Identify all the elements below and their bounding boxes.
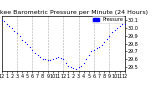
Point — [28, 46, 31, 47]
Point — [36, 55, 39, 56]
Point — [95, 48, 98, 49]
Point — [67, 65, 70, 66]
Point — [124, 23, 126, 24]
Point — [49, 60, 52, 61]
Point — [11, 28, 13, 29]
Point — [54, 57, 57, 59]
Point — [100, 44, 103, 46]
Point — [82, 63, 85, 64]
Point — [106, 38, 108, 39]
Title: Milwaukee Barometric Pressure per Minute (24 Hours): Milwaukee Barometric Pressure per Minute… — [0, 10, 148, 15]
Point — [118, 25, 121, 27]
Point — [26, 44, 28, 45]
Point — [88, 55, 90, 56]
Point — [8, 25, 11, 27]
Point — [39, 56, 41, 58]
Point — [31, 49, 34, 51]
Point — [70, 67, 72, 68]
Point — [108, 35, 111, 36]
Point — [111, 32, 113, 33]
Point — [75, 68, 77, 70]
Point — [52, 59, 54, 60]
Point — [93, 49, 95, 51]
Point — [5, 23, 8, 24]
Point — [59, 57, 62, 59]
Point — [34, 52, 36, 54]
Point — [3, 21, 5, 22]
Point — [0, 19, 3, 20]
Point — [21, 39, 23, 40]
Point — [44, 59, 47, 60]
Point — [103, 41, 106, 43]
Point — [41, 58, 44, 59]
Point — [90, 51, 93, 52]
Point — [18, 36, 21, 37]
Point — [16, 32, 18, 34]
Point — [113, 29, 116, 31]
Point — [116, 27, 118, 28]
Point — [72, 67, 75, 69]
Point — [23, 41, 26, 43]
Point — [13, 30, 16, 31]
Point — [62, 59, 64, 60]
Point — [47, 60, 49, 61]
Point — [121, 24, 124, 25]
Point — [80, 65, 82, 66]
Point — [64, 62, 67, 63]
Point — [85, 59, 88, 60]
Legend: Pressure: Pressure — [92, 16, 124, 23]
Point — [77, 67, 80, 68]
Point — [98, 46, 100, 47]
Point — [57, 56, 59, 58]
